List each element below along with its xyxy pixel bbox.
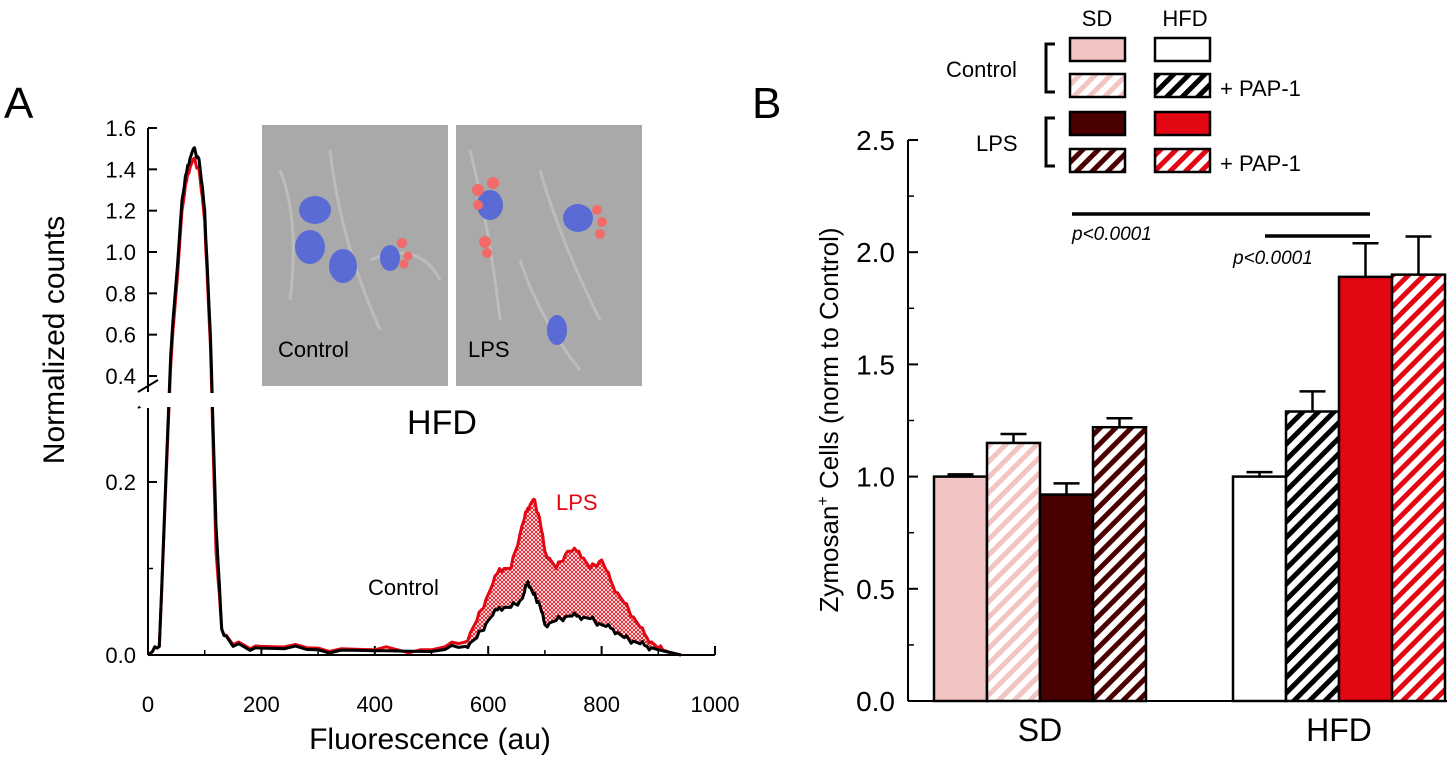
- nucleus-icon: [295, 230, 325, 264]
- legend-group-control: Control: [946, 57, 1017, 82]
- axis-break-gap: [140, 393, 240, 407]
- bar-hfd-control: [1231, 475, 1288, 703]
- panel-a-axes: 0 200 400 600 800 1000 0.0 0.2 0.4 0.6 0.8 1.0 1.2 1.…: [105, 116, 739, 717]
- sig-label-2: p<0.0001: [1232, 248, 1313, 269]
- a-y-tick-label: 0.8: [105, 281, 136, 306]
- b-y-tick-label: 1.5: [856, 349, 895, 380]
- legend-swatch-sd-lps: [1068, 110, 1127, 137]
- control-curve: [147, 146, 682, 657]
- legend-swatch-sd-lps-pap: [1068, 147, 1127, 174]
- a-y-tick-label: 0.2: [105, 470, 136, 495]
- group-label-hfd: HFD: [407, 404, 477, 442]
- a-y-tick-label: 1.2: [105, 199, 136, 224]
- panel-b-letter: B: [752, 79, 781, 128]
- significance-annotations: p<0.0001 p<0.0001: [1071, 212, 1370, 269]
- b-y-tick-label: 0.0: [856, 686, 895, 717]
- zymosan-particle-icon: [403, 251, 413, 261]
- zymosan-particle-icon: [397, 238, 407, 248]
- micrograph-control: Control: [262, 125, 448, 386]
- bar-sd-control-pap-1: [985, 441, 1042, 703]
- inset-label-lps: LPS: [468, 337, 510, 362]
- legend-swatch-hfd-control: [1153, 36, 1212, 63]
- panel-b-ylabel-prefix: Zymosan: [814, 506, 844, 613]
- control-curve-label: Control: [368, 575, 439, 600]
- histogram-curves: [140, 146, 682, 657]
- category-label-sd: SD: [1018, 712, 1062, 748]
- legend-col-sd: SD: [1082, 6, 1113, 31]
- inset-label-control: Control: [278, 337, 349, 362]
- b-y-tick-label: 2.5: [856, 125, 895, 156]
- nucleus-icon: [380, 245, 400, 271]
- a-y-tick-label: 0.6: [105, 323, 136, 348]
- legend-group-lps: LPS: [976, 131, 1018, 156]
- a-y-tick-label: 0.0: [105, 643, 136, 668]
- legend-swatch-sd-control: [1068, 36, 1127, 63]
- a-y-tick-label: 1.6: [105, 116, 136, 141]
- bar-hfd-lps-pap-1: [1390, 273, 1447, 703]
- zymosan-particle-icon: [597, 217, 607, 227]
- b-y-tick-label: 2.0: [856, 237, 895, 268]
- lps-difference-shading: [465, 499, 659, 650]
- a-x-tick-label: 600: [470, 692, 507, 717]
- zymosan-particle-icon: [479, 236, 491, 248]
- legend-swatch-hfd-lps-pap: [1153, 147, 1212, 174]
- zymosan-particle-icon: [595, 229, 605, 239]
- panel-a-xlabel: Fluorescence (au): [309, 723, 551, 756]
- legend: SD HFD Control LPS + PAP-1 + PAP-1: [946, 6, 1301, 176]
- b-y-tick-label: 0.5: [856, 574, 895, 605]
- a-x-tick-label: 0: [142, 692, 154, 717]
- bar-sd-lps: [1038, 493, 1095, 703]
- b-y-tick-label: 1.0: [856, 462, 895, 493]
- bar-sd-control: [932, 475, 989, 703]
- a-x-tick-label: 200: [243, 692, 280, 717]
- panel-b-ylabel: Zymosan+ Cells (norm to Control): [814, 228, 844, 613]
- lps-curve-label: LPS: [556, 490, 598, 515]
- bars: [932, 235, 1447, 703]
- nucleus-icon: [299, 196, 331, 224]
- micrograph-lps: LPS: [456, 125, 642, 386]
- bar-hfd-lps: [1337, 275, 1394, 703]
- a-x-tick-label: 1000: [691, 692, 740, 717]
- bar-hfd-control-pap-1: [1284, 410, 1341, 703]
- nucleus-icon: [477, 190, 503, 220]
- nucleus-icon: [329, 249, 357, 283]
- panel-b-ylabel-suffix: Cells (norm to Control): [814, 228, 844, 497]
- bar-sd-lps-pap-1: [1091, 425, 1148, 703]
- sig-label-1: p<0.0001: [1071, 224, 1152, 245]
- zymosan-particle-icon: [473, 200, 483, 210]
- panel-b-ylabel-sup: +: [815, 496, 832, 505]
- legend-swatch-hfd-control-pap: [1153, 72, 1212, 99]
- legend-pap-label-2: + PAP-1: [1220, 151, 1301, 176]
- a-x-tick-label: 800: [583, 692, 620, 717]
- a-y-tick-label: 1.0: [105, 240, 136, 265]
- legend-swatch-sd-control-pap: [1068, 72, 1127, 99]
- legend-bracket-lps: [1044, 116, 1055, 168]
- a-x-tick-label: 400: [356, 692, 393, 717]
- category-labels: SD HFD: [1018, 712, 1372, 748]
- panel-a: A Normalized counts Fluorescence (au) 0 2…: [4, 79, 739, 756]
- a-y-tick-label: 0.4: [105, 364, 136, 389]
- zymosan-particle-icon: [472, 184, 484, 196]
- legend-bracket-control: [1044, 42, 1055, 94]
- legend-col-hfd: HFD: [1162, 6, 1207, 31]
- zymosan-particle-icon: [399, 259, 409, 269]
- nucleus-icon: [563, 204, 593, 232]
- zymosan-particle-icon: [592, 205, 602, 215]
- nucleus-icon: [547, 315, 567, 345]
- panel-a-ylabel: Normalized counts: [38, 216, 71, 464]
- zymosan-particle-icon: [482, 248, 492, 258]
- legend-pap-label-1: + PAP-1: [1220, 76, 1301, 101]
- zymosan-particle-icon: [487, 177, 499, 189]
- panel-b: B Zymosan+ Cells (norm to Control) 0.0 0.…: [752, 6, 1447, 748]
- a-y-tick-label: 1.4: [105, 157, 136, 182]
- legend-swatch-hfd-lps: [1153, 110, 1212, 137]
- panel-a-letter: A: [4, 79, 34, 128]
- category-label-hfd: HFD: [1306, 712, 1372, 748]
